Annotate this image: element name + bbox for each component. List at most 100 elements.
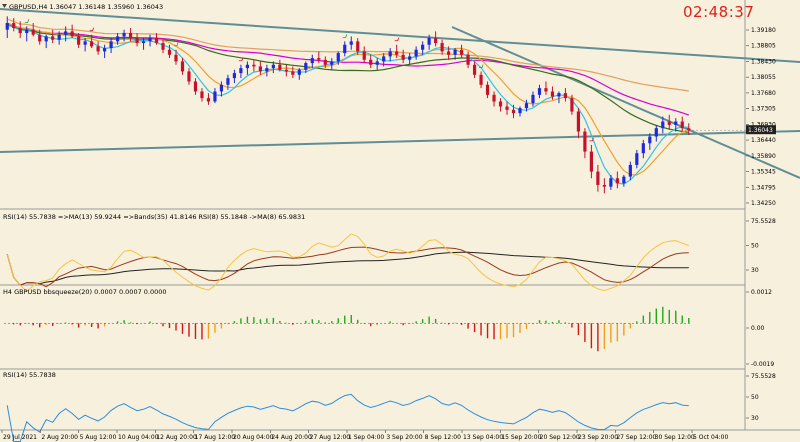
candle-body [265,68,269,72]
candle-body [154,38,159,44]
candle-body [44,36,48,42]
candle-body [576,111,581,132]
time-tick-label: 5 Oct 04:00 [693,434,728,441]
candle-body [505,106,509,110]
candle [122,29,126,42]
ma-dark-line [6,23,689,133]
candle-body [323,59,327,65]
candle [609,174,613,190]
candle [505,101,509,115]
candle [12,18,16,32]
candle-body [304,63,308,70]
candle [589,144,593,179]
candle [557,91,561,104]
candle [193,78,198,95]
price-tick-label: 1.36440 [751,137,776,144]
candle [297,68,301,80]
candle-body [252,64,256,67]
rsi2-axis-tick-label: 75.5528 [751,373,776,380]
candle-body [64,31,68,35]
candle [141,38,146,50]
candle [148,34,152,47]
time-tick-label: 24 Aug 20:00 [271,434,312,441]
candle-body [317,58,321,60]
candle-body [330,61,334,65]
candle-body [518,108,522,114]
candle-body [648,136,652,144]
candle [524,99,529,112]
candle-body [434,38,438,44]
candle-body [654,128,658,137]
price-panel[interactable] [0,8,800,194]
candle [51,29,55,44]
time-tick-label: 29 Jul 2021 [3,434,37,441]
candle-body [77,36,81,45]
time-tick-label: 10 Aug 04:00 [118,434,159,441]
candle-body [232,73,237,79]
candle [265,64,269,77]
candle-body [641,143,645,154]
price-axis[interactable]: 1.39180 1.38805 1.38430 1.38055 1.37680 1.373… [746,27,776,207]
rsi2-panel[interactable] [6,393,689,442]
candle-body [70,31,74,37]
candle [258,61,262,75]
symbol-dropdown-icon[interactable] [2,4,7,8]
candle [453,48,457,60]
candle-body [278,64,282,70]
candle [544,81,548,95]
candle-body [680,121,684,129]
fractal-marker [89,27,95,32]
candle-body [349,41,353,45]
candle [356,38,360,55]
candle [77,33,81,49]
rsi-info-label: RSI(14) 55.7838 =>MA(13) 59.9244 =>Bands… [3,213,305,221]
candle [206,93,211,105]
candle-body [466,54,470,65]
panel-separators [0,0,800,431]
candle [401,49,405,64]
panel-headers: GBPUSD,H4 1.36047 1.36148 1.35960 1.3604… [2,3,305,379]
candle-body [511,109,516,114]
candle [336,51,340,65]
candle [537,84,542,99]
candle-body [148,38,152,42]
bb-axis-tick-label: 0.00 [751,325,765,332]
bbsqueeze-panel[interactable] [4,306,692,352]
candle [5,16,9,39]
price-tick-label: 1.37305 [751,106,776,113]
candle-body [25,29,29,34]
candle-body [544,88,548,92]
candle [284,64,288,77]
fractal-marker [174,42,179,47]
candle [200,88,204,102]
time-axis[interactable]: 29 Jul 2021 2 Aug 20:00 5 Aug 12:00 10 Aug … [1,430,728,441]
rsi-fast-line [6,233,689,293]
candle [485,81,490,99]
ma-magenta-line [6,22,690,116]
rsi2-info-label: RSI(14) 55.7838 [3,371,56,379]
candle-body [161,43,165,50]
candle [648,133,652,150]
candle [96,41,100,55]
time-tick-label: 30 Sep 12:00 [655,434,695,441]
candle [661,116,665,134]
candle-body [453,49,457,55]
candle-body [356,41,360,52]
time-tick-label: 20 Sep 12:00 [540,434,580,441]
candle [628,161,632,180]
candle-body [388,51,392,57]
candle-body [200,91,204,99]
candle-body [180,61,185,72]
candle [583,128,587,159]
candle-body [635,153,639,165]
candle-body [174,54,178,62]
price-tick-label: 1.38430 [751,58,776,65]
candle-body [362,51,366,60]
candle [511,104,516,119]
candle-body [141,41,146,44]
candle-body [414,49,418,57]
candle [563,88,568,102]
rsi-panel[interactable] [6,233,689,293]
